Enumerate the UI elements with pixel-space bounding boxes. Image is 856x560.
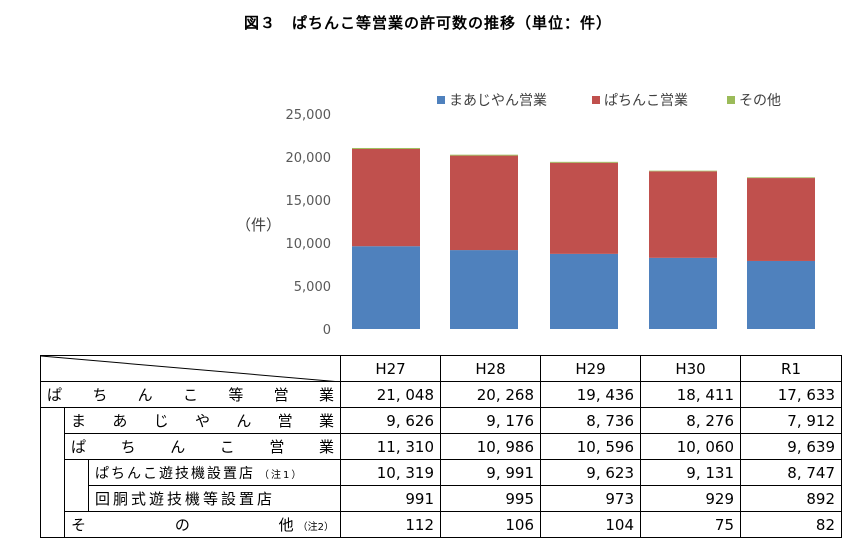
- y-tick-label: 15,000: [286, 194, 332, 209]
- cell: 9, 991: [440, 459, 542, 486]
- legend-swatch-other: [727, 96, 735, 104]
- bar-pachinko-r1: [747, 178, 815, 261]
- cell: 892: [740, 485, 843, 512]
- bar-other-h27: [352, 147, 420, 149]
- cell: 104: [540, 511, 642, 538]
- row-pachinko: ぱちんこ営業 11, 310 10, 986 10, 596 10, 060 9…: [40, 433, 843, 460]
- bar-pachinko-h27: [352, 148, 420, 247]
- cell: 991: [340, 485, 442, 512]
- row-label: まあじやん営業: [63, 407, 342, 434]
- header-h27: H27: [340, 355, 442, 382]
- row-pachinko-machine-store: ぱちんこ遊技機設置店 （注1） 10, 319 9, 991 9, 623 9, …: [40, 459, 843, 486]
- row-label: 回胴式遊技機等設置店: [87, 485, 342, 512]
- cell: 8, 276: [640, 407, 742, 434]
- bar-mahjong-h28: [450, 250, 518, 329]
- cell: 9, 639: [740, 433, 843, 460]
- y-tick-label: 5,000: [294, 280, 331, 295]
- cell: 82: [740, 511, 843, 538]
- cell: 9, 626: [340, 407, 442, 434]
- y-tick-label: 25,000: [286, 108, 332, 123]
- cell: 20, 268: [440, 381, 542, 408]
- y-tick-label: 0: [323, 323, 331, 338]
- bar-mahjong-h29: [550, 253, 618, 329]
- legend-swatch-mahjong: [437, 96, 445, 104]
- table-corner-cell: [39, 355, 342, 382]
- y-tick-label: 10,000: [286, 237, 332, 252]
- cell: 19, 436: [540, 381, 642, 408]
- row-label: ぱちんこ等営業: [39, 381, 342, 408]
- cell: 18, 411: [640, 381, 742, 408]
- row-mahjong: まあじやん営業 9, 626 9, 176 8, 736 8, 276 7, 9…: [40, 407, 843, 434]
- bar-other-h29: [550, 161, 618, 163]
- legend-label-mahjong: まあじやん営業: [449, 93, 547, 109]
- legend-swatch-pachinko: [592, 96, 600, 104]
- bar-mahjong-h27: [352, 246, 420, 329]
- header-h29: H29: [540, 355, 642, 382]
- bar-pachinko-h28: [450, 155, 518, 251]
- cell: 929: [640, 485, 742, 512]
- cell: 8, 736: [540, 407, 642, 434]
- cell: 17, 633: [740, 381, 843, 408]
- cell: 10, 060: [640, 433, 742, 460]
- cell: 7, 912: [740, 407, 843, 434]
- header-r1: R1: [740, 355, 843, 382]
- bar-mahjong-h30: [649, 257, 717, 329]
- cell: 973: [540, 485, 642, 512]
- row-other: その他（注2） 112 106 104 75 82: [40, 511, 843, 538]
- cell: 995: [440, 485, 542, 512]
- row-label: ぱちんこ遊技機設置店 （注1）: [87, 459, 342, 486]
- chart-title: 図３ ぱちんこ等営業の許可数の推移（単位：件）: [243, 14, 612, 32]
- cell: 106: [440, 511, 542, 538]
- bar-pachinko-h29: [550, 162, 618, 254]
- bar-pachinko-h30: [649, 171, 717, 258]
- cell: 8, 747: [740, 459, 843, 486]
- cell: 9, 131: [640, 459, 742, 486]
- cell: 9, 176: [440, 407, 542, 434]
- legend-label-other: その他: [739, 93, 781, 109]
- cell: 11, 310: [340, 433, 442, 460]
- cell: 21, 048: [340, 381, 442, 408]
- y-tick-label: 20,000: [286, 151, 332, 166]
- cell: 9, 623: [540, 459, 642, 486]
- cell: 75: [640, 511, 742, 538]
- row-pachinko-total: ぱちんこ等営業 21, 048 20, 268 19, 436 18, 411 …: [39, 381, 843, 408]
- y-axis-label: （件）: [236, 216, 282, 234]
- bar-other-h28: [450, 154, 518, 156]
- cell: 10, 986: [440, 433, 542, 460]
- row-label: その他（注2）: [63, 511, 342, 538]
- bar-mahjong-r1: [747, 260, 815, 329]
- cell: 10, 596: [540, 433, 642, 460]
- row-label: ぱちんこ営業: [63, 433, 342, 460]
- stacked-bar-chart: 0 5,000 10,000 15,000 20,000 25,000 まあじやん営業 ぱちん…: [286, 93, 815, 338]
- cell: 10, 319: [340, 459, 442, 486]
- row-slot-machine-store: 回胴式遊技機等設置店 991 995 973 929 892: [40, 485, 843, 512]
- bar-other-h30: [649, 170, 717, 172]
- data-table: H27 H28 H29 H30 R1 ぱちんこ等営業 21, 048 20, 2…: [39, 355, 843, 538]
- bar-other-r1: [747, 177, 815, 179]
- header-h28: H28: [440, 355, 542, 382]
- header-h30: H30: [640, 355, 742, 382]
- legend-label-pachinko: ぱちんこ営業: [604, 93, 688, 109]
- cell: 112: [340, 511, 442, 538]
